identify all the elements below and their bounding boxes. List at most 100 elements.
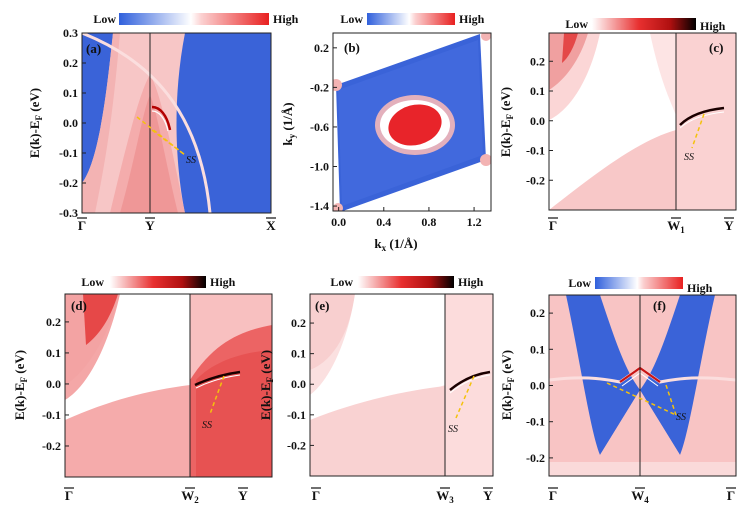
y-ticks-a: 0.3 0.2 0.1 0.0 -0.1 -0.2 -0.3 xyxy=(59,26,86,220)
ylabel-d: E(k)-EF (eV) xyxy=(12,350,29,420)
colorbar-f-high: High xyxy=(687,281,713,295)
kpoint-label-a-0: Γ xyxy=(78,218,86,233)
y-ticks-e: 0.2 0.1 0.0 -0.1 -0.2 xyxy=(287,316,314,452)
ytick-label-d-4: -0.2 xyxy=(42,439,61,453)
ytick-label-c-4: -0.2 xyxy=(526,173,545,187)
ylabel-a: E(k)-EF (eV) xyxy=(27,88,44,158)
panel-label-d: (d) xyxy=(71,298,87,313)
colorbar-c-high: High xyxy=(700,19,726,33)
colorbar-c xyxy=(592,18,696,30)
y-ticks-c: 0.2 0.1 0.0 -0.1 -0.2 xyxy=(526,54,553,187)
kpoint-label-a-2: X xyxy=(266,218,276,233)
ytick-label-c-1: 0.1 xyxy=(530,84,545,98)
ytick-label-d-1: 0.1 xyxy=(46,346,61,360)
kpath-d: Γ W2 Y xyxy=(64,487,248,505)
ytick-label-e-3: -0.1 xyxy=(287,408,306,422)
ytick-label-a-4: -0.1 xyxy=(59,146,78,160)
kpoint-label-f-1: W4 xyxy=(631,488,649,505)
ytick-label-c-0: 0.2 xyxy=(530,54,545,68)
plot-d-frame xyxy=(64,293,273,478)
ss-line-c xyxy=(691,113,705,149)
kpoint-label-e-0: Γ xyxy=(312,488,320,503)
panel-e: Low High SS (e) 0.2 0.1 0.0 -0.1 -0.2 E(k)-E… xyxy=(258,275,494,505)
ytick-label-a-5: -0.2 xyxy=(59,176,78,190)
ytick-label-e-1: 0.1 xyxy=(291,347,306,361)
plot-e-frame xyxy=(309,293,494,477)
kpoint-label-c-2: Y xyxy=(724,218,734,233)
ytick-label-a-3: 0.0 xyxy=(63,116,78,130)
ylabel-b: ky (1/Å) xyxy=(280,102,297,145)
plot-a-image xyxy=(82,33,271,213)
panel-d: Low High SS (d) 0.2 0.1 0.0 -0.1 -0.2 E(k)-E… xyxy=(12,275,273,505)
panel-label-a: (a) xyxy=(86,41,101,56)
panel-f: Low High SS (f) 0.2 0.1 0.0 -0.1 -0.2 E(k)-E… xyxy=(499,276,737,505)
plot-b-frame xyxy=(332,32,492,212)
ss-label-f: SS xyxy=(676,412,686,423)
kpath-f: Γ W4 Γ xyxy=(548,487,736,505)
ss-label-d: SS xyxy=(202,420,212,431)
ytick-label-b-3: -1.0 xyxy=(310,160,329,174)
y-ticks-d: 0.2 0.1 0.0 -0.1 -0.2 xyxy=(42,315,69,453)
colorbar-d xyxy=(110,276,206,288)
ytick-label-d-2: 0.0 xyxy=(46,377,61,391)
ytick-label-a-1: 0.2 xyxy=(63,56,78,70)
kpoint-label-a-1: Y xyxy=(145,218,155,233)
kpoint-label-f-2: Γ xyxy=(727,488,735,503)
plot-c-image xyxy=(549,33,736,210)
kpoint-label-e-2: Y xyxy=(483,488,493,503)
colorbar-e-high: High xyxy=(458,275,484,289)
kpoint-label-d-0: Γ xyxy=(65,488,73,503)
y-ticks-b: 0.2 -0.2 -0.6 -1.0 -1.4 xyxy=(310,41,337,213)
kpoint-label-c-1: W1 xyxy=(667,218,685,235)
colorbar-e-low: Low xyxy=(330,275,353,289)
colorbar-a-low: Low xyxy=(93,12,116,26)
ss-line-f1 xyxy=(606,382,677,416)
kpoint-label-d-2: Y xyxy=(238,488,248,503)
ytick-label-f-2: 0.0 xyxy=(530,379,545,393)
ytick-label-e-4: -0.2 xyxy=(287,438,306,452)
ytick-label-b-1: -0.2 xyxy=(310,80,329,94)
kpath-e: Γ W3 Y xyxy=(311,487,493,505)
panel-label-c: (c) xyxy=(709,40,723,55)
xtick-label-b-1: 0.4 xyxy=(376,215,391,229)
panel-label-b: (b) xyxy=(344,40,360,55)
ytick-label-b-2: -0.6 xyxy=(310,120,329,134)
kpoint-label-f-0: Γ xyxy=(549,488,557,503)
ss-label-a: SS xyxy=(186,155,196,166)
kpath-c: Γ W1 Y xyxy=(548,217,734,235)
colorbar-a xyxy=(119,13,269,25)
plot-e-image xyxy=(310,294,493,476)
ytick-label-a-2: 0.1 xyxy=(63,86,78,100)
panel-b: Low High (b) 0.2-0.2-0.6-1.0-1.4 0.0 0.4 0… xyxy=(280,12,492,253)
ss-label-e: SS xyxy=(448,424,458,435)
x-ticks-b: 0.0 0.4 0.8 1.2 xyxy=(331,207,482,229)
xtick-label-b-0: 0.0 xyxy=(331,215,346,229)
plot-b-image xyxy=(333,33,491,211)
ss-line-e xyxy=(455,375,475,419)
ytick-label-c-3: -0.1 xyxy=(526,144,545,158)
panel-label-e: (e) xyxy=(315,298,329,313)
kpoint-label-e-1: W3 xyxy=(436,488,454,505)
ytick-label-f-0: 0.2 xyxy=(530,306,545,320)
ylabel-f: E(k)-EF (eV) xyxy=(499,350,516,420)
panel-a: Low High SS (a) 0.3 0.2 0.1 0.0 -0.1 -0.2 -0.3… xyxy=(27,12,299,233)
xlabel-b: kx (1/Å) xyxy=(374,236,417,253)
ytick-label-d-0: 0.2 xyxy=(46,315,61,329)
panel-label-f: (f) xyxy=(653,298,666,313)
colorbar-c-low: Low xyxy=(565,17,588,31)
ss-line-f2 xyxy=(665,384,677,416)
colorbar-f xyxy=(595,277,683,289)
ylabel-c: E(k)-EF (eV) xyxy=(498,87,515,157)
ytick-label-d-3: -0.1 xyxy=(42,408,61,422)
xtick-label-b-3: 1.2 xyxy=(467,215,482,229)
y-ticks-f: 0.2 0.1 0.0 -0.1 -0.2 xyxy=(526,306,553,465)
ytick-label-c-2: 0.0 xyxy=(530,114,545,128)
kpoint-label-c-0: Γ xyxy=(549,218,557,233)
kpoint-label-d-1: W2 xyxy=(181,488,199,505)
colorbar-d-high: High xyxy=(210,275,236,289)
colorbar-a-high: High xyxy=(273,12,299,26)
ytick-label-e-2: 0.0 xyxy=(291,377,306,391)
ytick-label-b-4: -1.4 xyxy=(310,199,329,213)
